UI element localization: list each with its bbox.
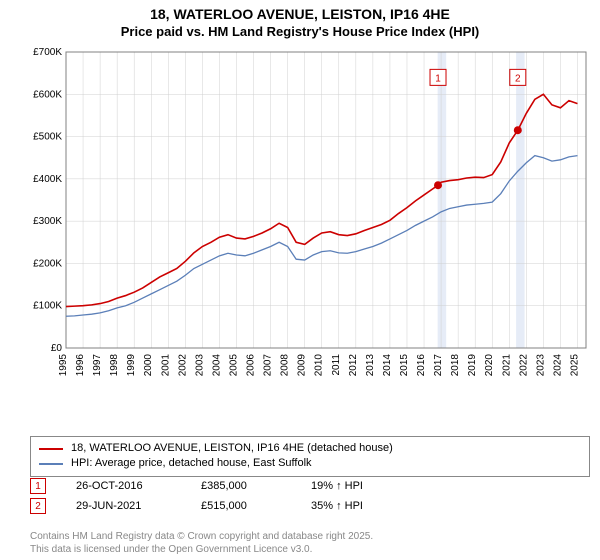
svg-text:£100K: £100K — [33, 301, 62, 312]
svg-text:2021: 2021 — [501, 354, 512, 377]
legend-swatch-hpi — [39, 463, 63, 465]
svg-text:2017: 2017 — [433, 354, 444, 377]
title-line1: 18, WATERLOO AVENUE, LEISTON, IP16 4HE — [0, 6, 600, 22]
svg-text:2002: 2002 — [177, 354, 188, 377]
svg-text:£0: £0 — [51, 343, 63, 354]
svg-text:2016: 2016 — [416, 354, 427, 377]
svg-text:2025: 2025 — [569, 354, 580, 377]
legend-swatch-property — [39, 448, 63, 450]
svg-text:2008: 2008 — [280, 354, 291, 377]
svg-text:2005: 2005 — [228, 354, 239, 377]
svg-text:2006: 2006 — [246, 354, 257, 377]
svg-text:2013: 2013 — [365, 354, 376, 377]
svg-text:2015: 2015 — [399, 354, 410, 377]
legend-label-hpi: HPI: Average price, detached house, East… — [71, 456, 312, 471]
footer-line1: Contains HM Land Registry data © Crown c… — [30, 530, 373, 543]
title-line2: Price paid vs. HM Land Registry's House … — [0, 24, 600, 39]
title-block: 18, WATERLOO AVENUE, LEISTON, IP16 4HE P… — [0, 0, 600, 39]
svg-text:1995: 1995 — [58, 354, 69, 377]
svg-text:£700K: £700K — [33, 48, 62, 58]
svg-text:£600K: £600K — [33, 89, 62, 100]
legend: 18, WATERLOO AVENUE, LEISTON, IP16 4HE (… — [30, 436, 590, 477]
legend-item-hpi: HPI: Average price, detached house, East… — [39, 456, 581, 471]
svg-text:1998: 1998 — [109, 354, 120, 377]
sale-price-2: £515,000 — [201, 500, 281, 512]
svg-text:£500K: £500K — [33, 132, 62, 143]
svg-text:2020: 2020 — [484, 354, 495, 377]
svg-text:2: 2 — [515, 73, 521, 84]
price-chart: £0 £100K £200K £300K £400K £500K £600K £700K 199… — [30, 48, 590, 388]
svg-text:2019: 2019 — [467, 354, 478, 377]
svg-text:2012: 2012 — [348, 354, 359, 377]
svg-text:1: 1 — [435, 73, 441, 84]
sale-date-2: 29-JUN-2021 — [76, 500, 171, 512]
sale-row-2: 2 29-JUN-2021 £515,000 35% ↑ HPI — [30, 498, 590, 514]
svg-text:1996: 1996 — [75, 354, 86, 377]
svg-text:2001: 2001 — [160, 354, 171, 377]
footer: Contains HM Land Registry data © Crown c… — [30, 530, 373, 556]
sale-row-1: 1 26-OCT-2016 £385,000 19% ↑ HPI — [30, 478, 590, 494]
svg-text:2004: 2004 — [211, 354, 222, 377]
svg-text:2003: 2003 — [194, 354, 205, 377]
svg-text:2022: 2022 — [518, 354, 529, 377]
svg-text:£200K: £200K — [33, 258, 62, 269]
svg-text:£400K: £400K — [33, 174, 62, 185]
footer-line2: This data is licensed under the Open Gov… — [30, 543, 373, 556]
svg-text:2011: 2011 — [331, 354, 342, 376]
sale-pct-2: 35% ↑ HPI — [311, 500, 421, 512]
svg-text:2009: 2009 — [297, 354, 308, 377]
svg-text:2018: 2018 — [450, 354, 461, 377]
page: 18, WATERLOO AVENUE, LEISTON, IP16 4HE P… — [0, 0, 600, 560]
svg-text:1999: 1999 — [126, 354, 137, 377]
sale-marker-box-2: 2 — [30, 498, 46, 514]
svg-text:2023: 2023 — [535, 354, 546, 377]
legend-item-property: 18, WATERLOO AVENUE, LEISTON, IP16 4HE (… — [39, 441, 581, 456]
svg-text:2007: 2007 — [263, 354, 274, 377]
svg-text:1997: 1997 — [92, 354, 103, 377]
svg-text:2024: 2024 — [552, 354, 563, 377]
sale-pct-1: 19% ↑ HPI — [311, 480, 421, 492]
sale-table: 1 26-OCT-2016 £385,000 19% ↑ HPI 2 29-JU… — [30, 478, 590, 518]
sale-price-1: £385,000 — [201, 480, 281, 492]
svg-text:£300K: £300K — [33, 216, 62, 227]
svg-text:2014: 2014 — [382, 354, 393, 377]
legend-label-property: 18, WATERLOO AVENUE, LEISTON, IP16 4HE (… — [71, 441, 393, 456]
sale-marker-box-1: 1 — [30, 478, 46, 494]
svg-text:2010: 2010 — [314, 354, 325, 377]
svg-text:2000: 2000 — [143, 354, 154, 377]
sale-date-1: 26-OCT-2016 — [76, 480, 171, 492]
